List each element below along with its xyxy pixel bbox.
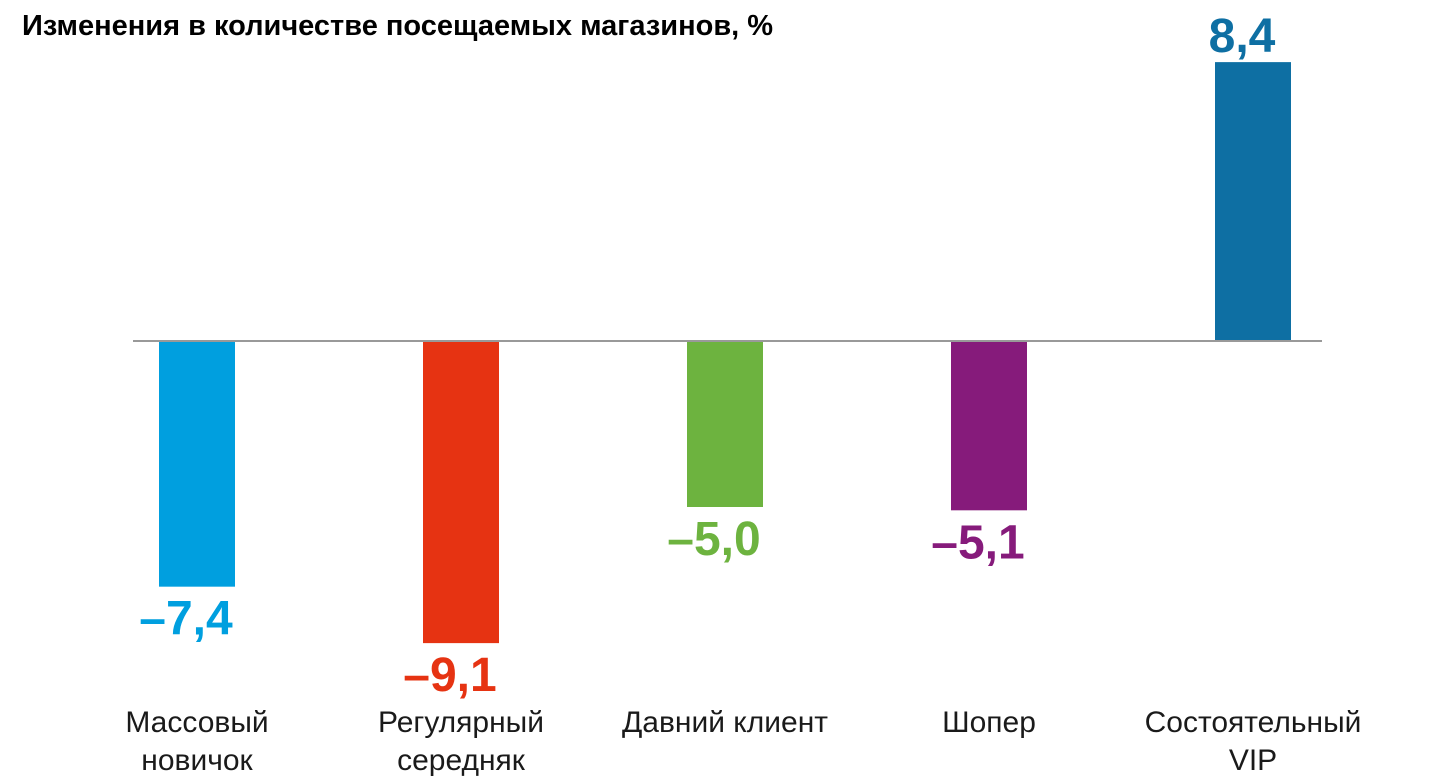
bar-value-label-3: –5,1 xyxy=(931,516,1024,569)
category-label-line: середняк xyxy=(397,744,526,777)
category-label-1: Регулярный середняк xyxy=(378,706,544,777)
bar-1 xyxy=(423,341,499,644)
category-label-4: Состоятельный VIP xyxy=(1145,706,1362,777)
chart-title: Изменения в количестве посещаемых магази… xyxy=(22,10,774,42)
value-labels-layer: –7,4 –9,1 –5,0 –5,1 8,4 xyxy=(139,10,1275,702)
category-label-line: Массовый xyxy=(125,706,268,739)
bar-value-label-4: 8,4 xyxy=(1209,10,1276,63)
bar-value-label-1: –9,1 xyxy=(403,649,496,702)
bar-4 xyxy=(1215,62,1291,342)
bar-value-label-0: –7,4 xyxy=(139,593,233,646)
bars-layer xyxy=(159,62,1291,644)
category-label-line: Состоятельный xyxy=(1145,706,1362,739)
category-label-0: Массовый новичок xyxy=(125,706,268,777)
bar-value-label-2: –5,0 xyxy=(667,513,760,566)
bar-2 xyxy=(687,341,763,507)
category-label-line: VIP xyxy=(1229,744,1277,777)
category-labels-layer: Массовый новичок Регулярный середняк Давний … xyxy=(125,706,1361,777)
category-label-line: новичок xyxy=(141,744,253,777)
category-label-2: Давний клиент xyxy=(622,706,828,739)
category-label-line: Шопер xyxy=(942,706,1036,739)
category-label-3: Шопер xyxy=(942,706,1036,739)
category-label-line: Давний клиент xyxy=(622,706,828,739)
category-label-line: Регулярный xyxy=(378,706,544,739)
bar-0 xyxy=(159,341,235,587)
bar-3 xyxy=(951,341,1027,511)
